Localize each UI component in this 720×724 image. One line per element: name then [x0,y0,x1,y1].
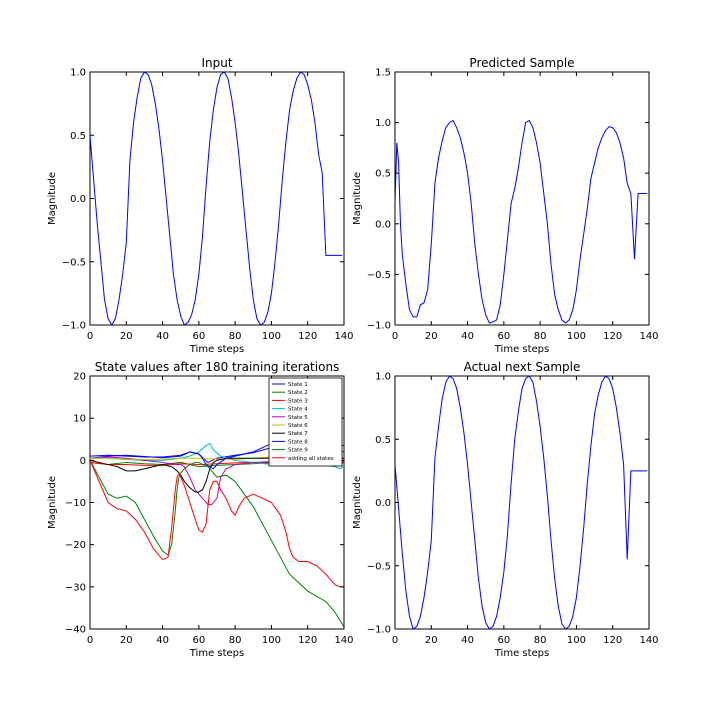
legend-entry: State 9 [288,448,308,454]
y-tick-label: 1.0 [375,372,391,383]
y-tick-label: −20 [65,540,86,551]
y-tick-label: −30 [65,582,86,593]
y-tick-label: 0.0 [70,194,86,205]
y-tick-label: 10 [73,414,86,425]
y-tick-label: −0.5 [367,561,391,572]
y-tick-label: −1.0 [367,321,391,332]
x-tick-label: 100 [262,635,281,646]
x-tick-label: 140 [639,331,658,342]
x-axis-label: Time steps [494,344,550,355]
y-tick-label: −0.5 [62,257,86,268]
plot-frame [394,375,650,630]
series-line [395,119,648,324]
x-tick-label: 140 [334,331,353,342]
x-tick-label: 20 [120,635,133,646]
series-line-state-7 [90,457,344,493]
x-tick-label: 80 [229,635,242,646]
plot-frame [394,71,650,326]
x-tick-label: 100 [567,331,586,342]
y-tick-label: 0.5 [70,131,86,142]
y-axis-label: Magnitude [352,172,363,225]
series-line-adding-all-states [90,460,344,588]
y-tick-label: −40 [65,625,86,636]
x-tick-label: 120 [603,635,622,646]
x-tick-label: 20 [425,331,438,342]
chart-title: Actual next Sample [464,360,581,374]
y-tick-label: 0.0 [375,498,391,509]
series-line [395,376,648,629]
x-tick-label: 60 [497,331,510,342]
x-tick-label: 60 [192,635,205,646]
legend-entry: State 3 [288,398,308,404]
x-tick-label: 40 [461,635,474,646]
x-tick-label: 0 [392,331,398,342]
y-tick-label: −1.0 [367,625,391,636]
y-tick-label: 1.0 [70,68,86,79]
x-axis-label: Time steps [494,648,550,659]
x-tick-label: 40 [156,331,169,342]
y-axis-label: Magnitude [47,476,58,529]
chart-title: Predicted Sample [469,56,574,70]
x-tick-label: 120 [298,331,317,342]
y-tick-label: 0 [80,456,86,467]
x-axis-label: Time steps [189,648,245,659]
x-tick-label: 80 [229,331,242,342]
x-tick-label: 120 [603,331,622,342]
series-line-state-9 [90,460,344,628]
actual-next-sample-panel: 0 20 40 60 80 100 120 140 −1.0 −0.5 0.0 0.5 1.0 Actua… [352,360,659,659]
y-tick-label: 1.5 [375,68,391,79]
plot-frame [89,71,345,326]
x-tick-label: 60 [497,635,510,646]
state-values-panel: 0 20 40 60 80 100 120 140 −40 −30 −20 −10 0 10 20 State… [47,360,354,659]
y-tick-label: 0.5 [375,435,391,446]
x-tick-label: 140 [639,635,658,646]
chart-title: State values after 180 training iteratio… [95,360,340,374]
y-tick-label: 0.5 [375,169,391,180]
x-tick-label: 80 [534,331,547,342]
x-tick-label: 0 [87,331,93,342]
x-tick-label: 100 [567,635,586,646]
legend-entry: State 6 [288,423,308,429]
x-tick-label: 80 [534,635,547,646]
x-tick-label: 20 [120,331,133,342]
legend-entry: State 8 [288,439,308,445]
y-tick-label: −0.5 [367,270,391,281]
x-tick-label: 20 [425,635,438,646]
y-axis-label: Magnitude [47,172,58,225]
legend-entry: State 7 [288,431,308,437]
input-panel: 0 20 40 60 80 100 120 140 −1.0 −0.5 0.0 0.5 1.0 Input… [47,56,354,355]
series-line [90,72,343,325]
x-tick-label: 140 [334,635,353,646]
x-tick-label: 120 [298,635,317,646]
legend-entry: State 4 [288,407,308,413]
y-tick-label: 0.0 [375,219,391,230]
y-tick-label: 20 [73,372,86,383]
legend-entry: State 5 [288,415,308,421]
chart-title: Input [201,56,232,70]
x-tick-label: 40 [461,331,474,342]
legend-entry: State 1 [288,382,308,388]
x-axis-label: Time steps [189,344,245,355]
predicted-sample-panel: 0 20 40 60 80 100 120 140 −1.0 −0.5 0.0 0.5 1.0 1.5 Pr… [352,56,659,355]
legend-entry: adding all states [288,456,334,462]
y-tick-label: 1.0 [375,118,391,129]
y-axis-label: Magnitude [352,476,363,529]
y-tick-label: −1.0 [62,321,86,332]
x-tick-label: 0 [392,635,398,646]
y-tick-label: −10 [65,498,86,509]
x-tick-label: 40 [156,635,169,646]
x-tick-label: 100 [262,331,281,342]
legend-entry: State 2 [288,390,308,396]
x-tick-label: 0 [87,635,93,646]
x-tick-label: 60 [192,331,205,342]
